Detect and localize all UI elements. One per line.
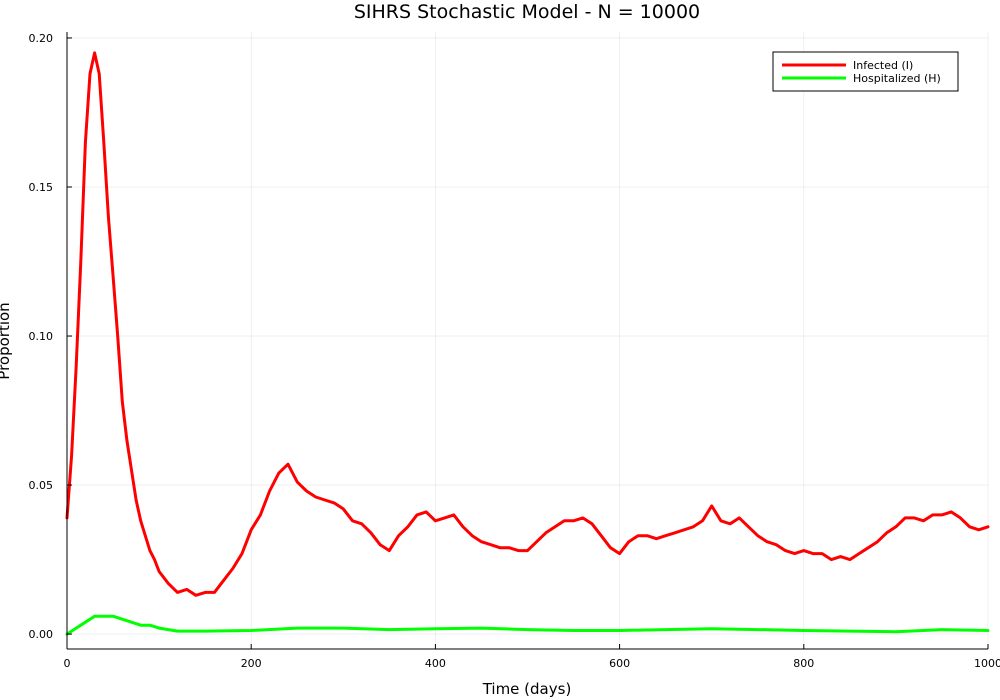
axes xyxy=(66,32,988,650)
y-axis-label: Proportion xyxy=(0,302,13,379)
chart-title: SIHRS Stochastic Model - N = 10000 xyxy=(354,1,700,23)
legend: Infected (I) Hospitalized (H) xyxy=(772,51,959,92)
x-tick-label: 0 xyxy=(64,657,71,670)
x-axis-label: Time (days) xyxy=(482,680,572,698)
x-tick-label: 600 xyxy=(609,657,630,670)
x-tick-label: 800 xyxy=(793,657,814,670)
legend-box xyxy=(772,51,959,92)
plot-lines xyxy=(65,51,990,636)
y-tick-label: 0.20 xyxy=(29,32,54,45)
legend-label-hospitalized: Hospitalized (H) xyxy=(853,72,941,85)
y-ticks: 0.00 0.05 0.10 0.15 0.20 xyxy=(29,32,72,641)
y-tick-label: 0.15 xyxy=(29,181,54,194)
x-tick-label: 200 xyxy=(241,657,262,670)
grid xyxy=(66,32,989,649)
x-ticks: 0 200 400 600 800 1000 xyxy=(64,644,1000,670)
infected-series-line xyxy=(65,51,990,597)
hospitalized-series-line xyxy=(65,614,990,636)
x-tick-label: 400 xyxy=(425,657,446,670)
y-tick-label: 0.05 xyxy=(29,479,54,492)
y-tick-label: 0.00 xyxy=(29,628,54,641)
legend-label-infected: Infected (I) xyxy=(853,59,913,72)
y-tick-label: 0.10 xyxy=(29,330,54,343)
x-tick-label: 1000 xyxy=(974,657,1000,670)
